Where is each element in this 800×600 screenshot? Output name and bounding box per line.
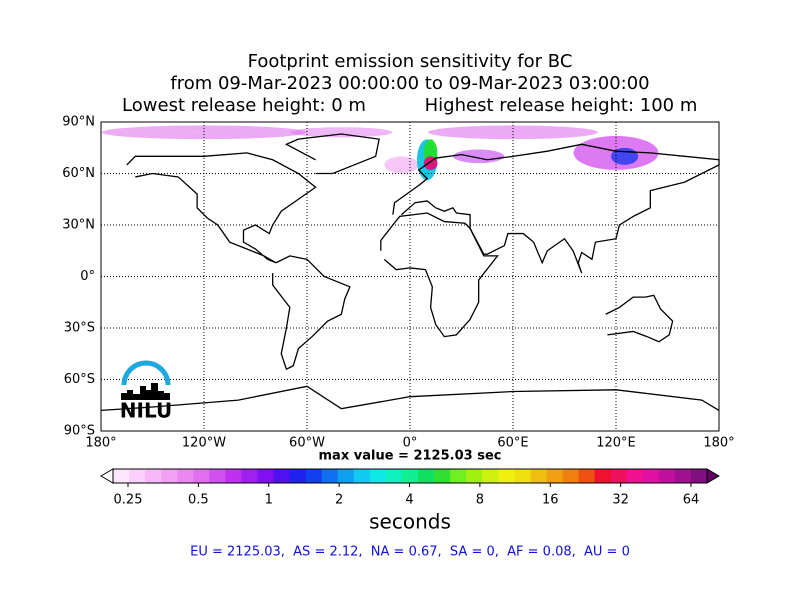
title-line: from 09-Mar-2023 00:00:00 to 09-Mar-2023… — [170, 73, 649, 94]
logo-text: NILU — [120, 399, 172, 423]
colorbar-tick-label: 16 — [542, 493, 559, 508]
colorbar-tick-label: 0.25 — [114, 493, 143, 508]
colorbar-segment — [225, 469, 242, 483]
colorbar-segment — [642, 469, 660, 483]
colorbar-segment — [129, 469, 146, 483]
lon-label: 0° — [403, 436, 418, 451]
max-value: max value = 2125.03 sec — [319, 449, 502, 464]
lat-label: 90°N — [62, 115, 95, 130]
colorbar-segment — [145, 469, 162, 483]
colorbar-segment — [546, 469, 564, 483]
lat-label: 30°N — [62, 218, 95, 233]
colorbar-segment — [498, 469, 515, 483]
colorbar: 0.25 0.5 1 2 4 8 16 32 64 — [100, 468, 720, 508]
colorbar-segment — [562, 469, 580, 483]
colorbar-extend-low — [100, 468, 114, 484]
colorbar-segment — [241, 469, 258, 483]
colorbar-segment — [594, 469, 612, 483]
colorbar-segment — [450, 469, 467, 483]
colorbar-extend-high — [706, 468, 720, 484]
colorbar-segment — [658, 469, 676, 483]
lon-label: 120°E — [596, 436, 636, 451]
region-stats: EU = 2125.03, AS = 2.12, NA = 0.67, SA =… — [190, 545, 630, 560]
lat-label: 0° — [80, 269, 95, 284]
colorbar-segment — [321, 469, 339, 483]
colorbar-segment — [385, 469, 403, 483]
coastline — [100, 385, 720, 412]
coastline — [126, 152, 317, 264]
lon-label: 180° — [85, 436, 116, 451]
colorbar-segment — [418, 469, 435, 483]
colorbar-segment — [514, 469, 531, 483]
lon-label: 60°W — [289, 436, 325, 451]
logo-skyline — [121, 383, 170, 400]
coastline — [380, 212, 499, 338]
colorbar-segment — [482, 469, 499, 483]
coastline — [605, 294, 674, 343]
logo-arc — [121, 360, 171, 386]
colorbar-segment — [305, 469, 323, 483]
colorbar-segment — [273, 469, 291, 483]
title-line: Footprint emission sensitivity for BC — [248, 51, 573, 72]
lat-label: 60°S — [64, 372, 95, 387]
colorbar-segment — [209, 469, 226, 483]
coastline — [392, 143, 720, 274]
colorbar-segment — [369, 469, 387, 483]
lon-label: 60°E — [497, 436, 528, 451]
footprint-patch — [290, 127, 393, 138]
colorbar-tick-label: 2 — [335, 493, 343, 508]
lon-label: 120°W — [182, 436, 226, 451]
colorbar-segment — [289, 469, 307, 483]
coastline — [272, 255, 351, 371]
colorbar-segment — [434, 469, 451, 483]
colorbar-tick-label: 4 — [405, 493, 413, 508]
colorbar-tick-label: 8 — [476, 493, 484, 508]
lat-label: 90°S — [64, 424, 95, 439]
colorbar-segment — [193, 469, 210, 483]
colorbar-segment — [337, 469, 355, 483]
colorbar-segment — [626, 469, 644, 483]
colorbar-segment — [177, 469, 194, 483]
colorbar-tick-label: 1 — [265, 493, 273, 508]
colorbar-label: seconds — [369, 510, 451, 534]
colorbar-segment — [257, 469, 275, 483]
lon-label: 180° — [703, 436, 734, 451]
map-frame — [100, 121, 720, 432]
colorbar-segment — [466, 469, 483, 483]
colorbar-segment — [353, 469, 371, 483]
colorbar-segment — [401, 469, 419, 483]
lat-label: 60°N — [62, 166, 95, 181]
colorbar-tick-label: 0.5 — [188, 493, 209, 508]
colorbar-tick-label: 64 — [683, 493, 700, 508]
footprint-patch — [428, 125, 598, 140]
colorbar-segment — [530, 469, 547, 483]
colorbar-segment — [578, 469, 596, 483]
coastline — [284, 133, 380, 175]
colorbar-segment — [113, 469, 130, 483]
colorbar-segment — [690, 469, 708, 483]
release-high: Highest release height: 100 m — [425, 95, 698, 116]
logo: NILU — [120, 360, 172, 423]
release-low: Lowest release height: 0 m — [122, 95, 366, 116]
colorbar-tick-label: 32 — [612, 493, 629, 508]
lat-label: 30°S — [64, 321, 95, 336]
colorbar-segment — [674, 469, 692, 483]
footprint-patch — [101, 127, 204, 138]
footprint-patch — [384, 156, 419, 174]
footprint-patch — [453, 149, 505, 164]
colorbar-segment — [610, 469, 628, 483]
colorbar-segment — [161, 469, 178, 483]
